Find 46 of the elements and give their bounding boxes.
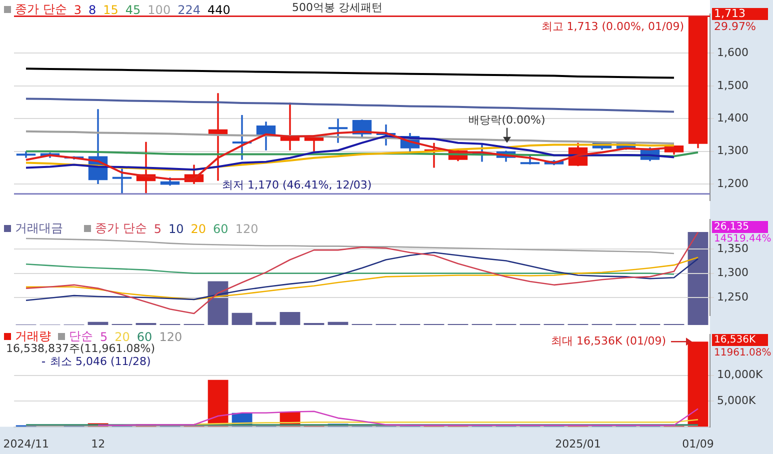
annotation: 최대 16,536K (01/09) bbox=[551, 334, 666, 348]
annotation: 최저 1,170 (46.41%, 12/03) bbox=[222, 178, 372, 192]
text: 16,536K bbox=[714, 334, 756, 346]
y-tick-label: 1,300 bbox=[717, 266, 748, 280]
y-tick-label: 5,000K bbox=[717, 394, 756, 407]
text: 10 bbox=[168, 222, 184, 236]
text: 15 bbox=[103, 2, 118, 16]
x-tick-label: 12 bbox=[91, 437, 106, 450]
x-tick-label: 01/09 bbox=[682, 437, 714, 450]
y-tick-label: 1,200 bbox=[717, 176, 748, 190]
y-tick-label: 10,000K bbox=[717, 368, 764, 382]
y-tick-label: 1,300 bbox=[717, 144, 748, 158]
y-tick-label: 1,500 bbox=[717, 78, 748, 92]
y-tick-label: 1,250 bbox=[717, 290, 748, 304]
text: 120 bbox=[159, 330, 182, 344]
text: 5 bbox=[154, 222, 162, 236]
text: 20 bbox=[190, 222, 206, 236]
legend-title: 종가 단순 bbox=[15, 1, 67, 18]
annotation: 최소 5,046 (11/28) bbox=[50, 354, 151, 368]
annotation: 500억봉 강세패턴 bbox=[292, 0, 382, 14]
text: 3 bbox=[74, 2, 82, 16]
y-tick-label: 1,400 bbox=[717, 112, 748, 125]
text: 60 bbox=[213, 222, 228, 236]
text: 11961.08% bbox=[714, 348, 772, 359]
legend-title: 단순 bbox=[69, 328, 93, 344]
legend-label: 거래대금 bbox=[15, 220, 63, 237]
text: 100 bbox=[148, 2, 171, 16]
text: 440 bbox=[207, 2, 230, 16]
text: 224 bbox=[178, 2, 200, 16]
text: 8 bbox=[88, 2, 96, 16]
annotation: 배당락(0.00%) bbox=[468, 114, 546, 127]
text: 20 bbox=[114, 330, 130, 344]
legend-title: 종가 단순 bbox=[95, 220, 147, 237]
text: 45 bbox=[125, 2, 141, 16]
annotation: 최고 1,713 (0.00%, 01/09) bbox=[541, 20, 684, 34]
text: 5 bbox=[100, 330, 108, 344]
series-label: 120 bbox=[235, 222, 258, 236]
x-tick-label: 2024/11 bbox=[3, 437, 49, 450]
text: 29.97% bbox=[714, 20, 756, 33]
text: 1,713 bbox=[714, 6, 746, 20]
y-tick-label: 1,600 bbox=[717, 46, 748, 60]
legend-label: 거래량 bbox=[15, 328, 51, 344]
x-tick-label: 2025/01 bbox=[555, 437, 601, 450]
text: 26,135 bbox=[714, 222, 749, 233]
text: 60 bbox=[136, 330, 152, 344]
annotation: 16,538,837주(11,961.08%) bbox=[6, 342, 155, 355]
